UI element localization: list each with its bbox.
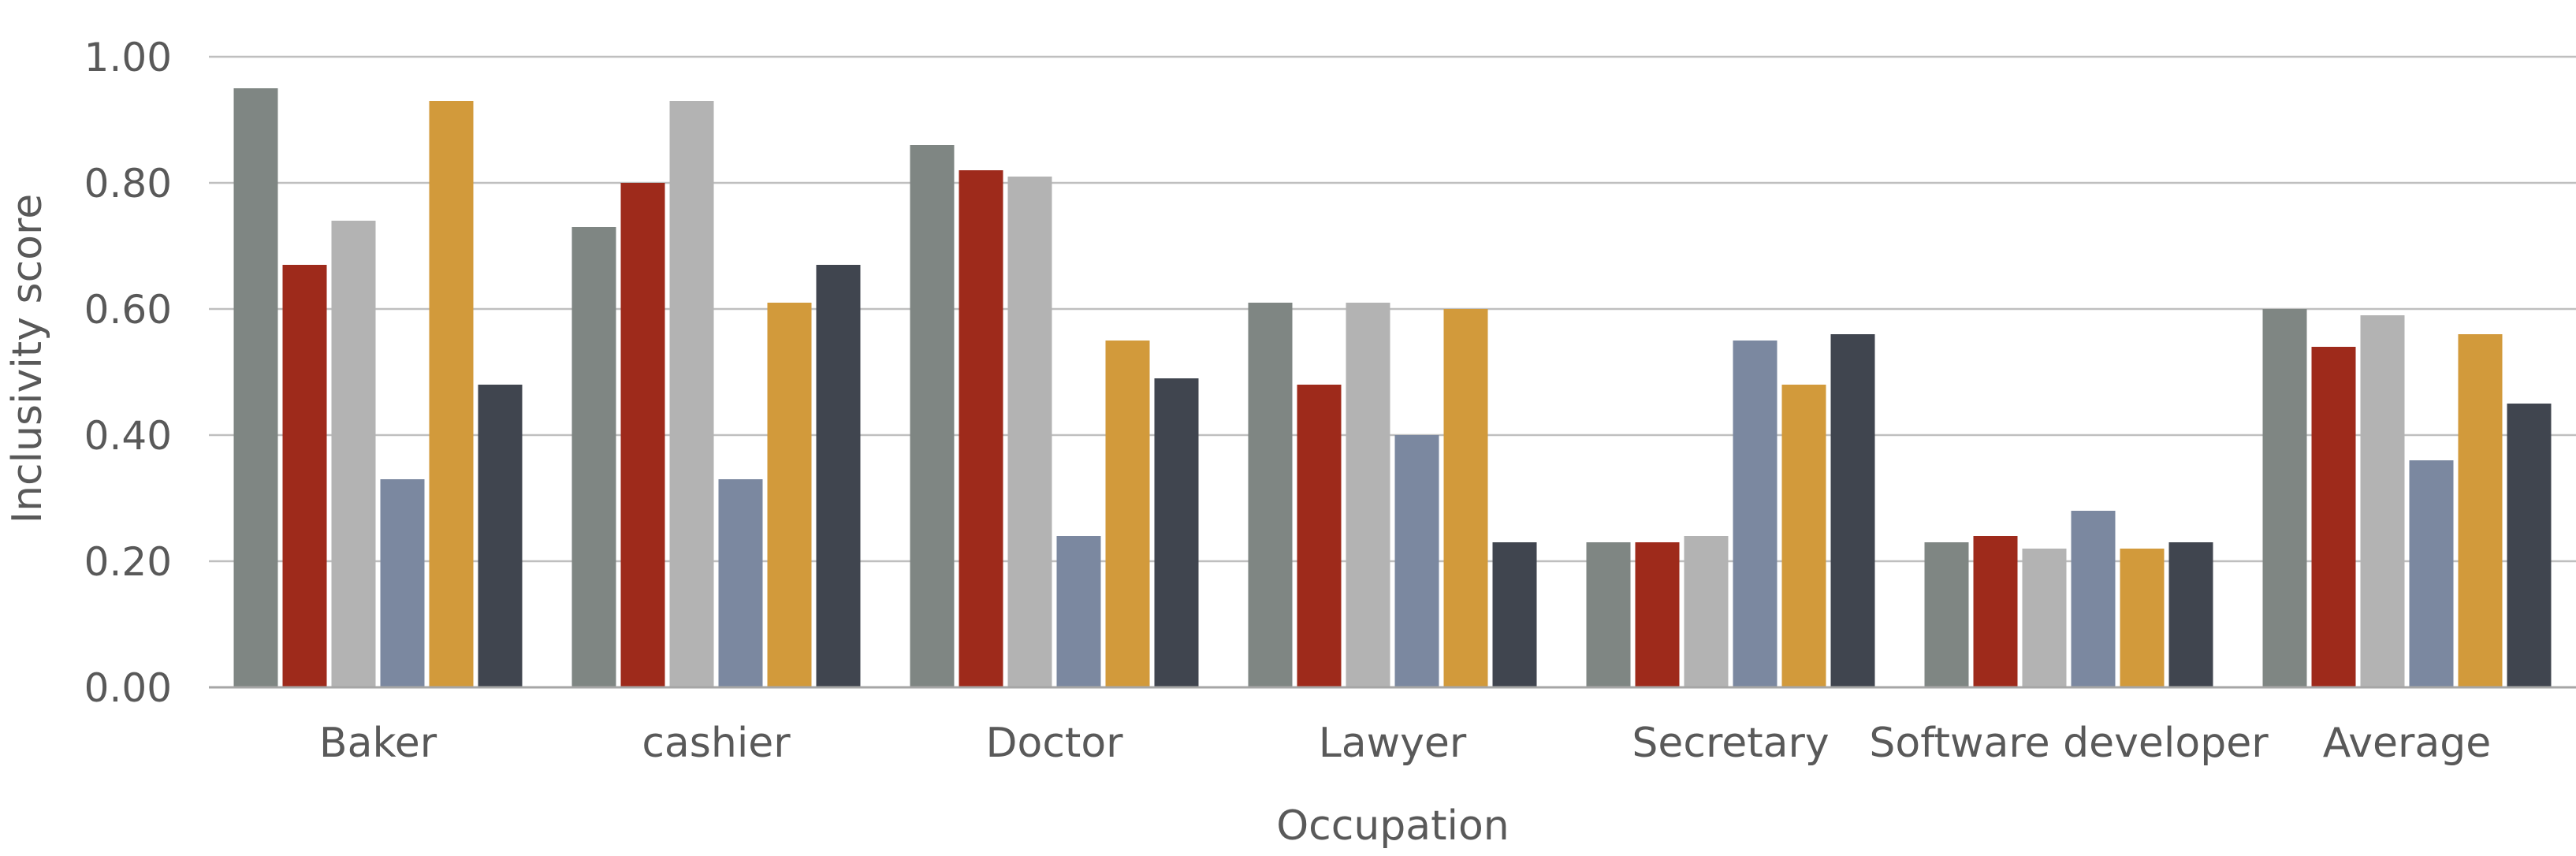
y-axis-title: Inclusivity score (4, 194, 51, 523)
bar-doctor-2 (959, 170, 1003, 687)
bar-software-developer-1 (1924, 542, 1969, 687)
bar-baker-6 (478, 385, 523, 687)
bar-cashier-1 (571, 227, 616, 687)
gridlines (209, 55, 2576, 563)
bar-average-1 (2262, 309, 2307, 687)
bar-lawyer-6 (1492, 542, 1537, 687)
bar-software-developer-2 (1973, 536, 2018, 687)
bar-baker-5 (429, 101, 474, 687)
bar-doctor-5 (1105, 341, 1150, 687)
bar-lawyer-3 (1346, 303, 1390, 687)
bar-baker-1 (233, 88, 278, 687)
bar-cashier-4 (718, 479, 763, 687)
y-tick-label: 0.00 (84, 665, 172, 711)
bar-cashier-6 (816, 265, 861, 687)
bar-software-developer-3 (2022, 549, 2067, 687)
bar-doctor-3 (1007, 177, 1052, 687)
bar-software-developer-5 (2120, 549, 2165, 687)
bar-baker-3 (331, 221, 376, 687)
x-axis-title: Occupation (1276, 802, 1509, 850)
x-category-label: Software developer (1869, 720, 2269, 767)
bar-lawyer-1 (1248, 303, 1293, 687)
bar-lawyer-2 (1297, 385, 1342, 687)
x-category-label: Lawyer (1319, 720, 1467, 767)
x-category-label: Doctor (985, 720, 1123, 767)
bar-secretary-3 (1684, 536, 1729, 687)
y-tick-label: 0.60 (84, 287, 172, 333)
bar-baker-4 (380, 479, 425, 687)
x-category-label: Average (2323, 720, 2492, 767)
bar-doctor-6 (1154, 378, 1199, 687)
y-tick-label: 0.80 (84, 161, 172, 207)
bar-secretary-5 (1781, 385, 1826, 687)
y-axis-ticks: 0.00 0.20 0.40 0.60 0.80 1.00 (84, 35, 172, 711)
bar-secretary-6 (1830, 334, 1875, 687)
bar-average-6 (2507, 404, 2552, 687)
bar-cashier-2 (620, 183, 665, 687)
bar-average-3 (2360, 315, 2405, 687)
y-tick-label: 0.20 (84, 539, 172, 585)
bar-cashier-5 (767, 303, 812, 687)
bar-doctor-1 (910, 145, 955, 687)
bar-lawyer-5 (1443, 309, 1488, 687)
bar-average-2 (2311, 347, 2356, 687)
bar-secretary-1 (1586, 542, 1631, 687)
x-axis-categories: Baker cashier Doctor Lawyer Secretary Softwar… (319, 720, 2491, 767)
bar-baker-2 (282, 265, 327, 687)
x-category-label: Secretary (1632, 720, 1829, 767)
bars (233, 88, 2552, 687)
bar-lawyer-4 (1394, 435, 1439, 687)
x-category-label: cashier (642, 720, 791, 767)
y-tick-label: 0.40 (84, 413, 172, 459)
bar-secretary-4 (1733, 341, 1778, 687)
x-category-label: Baker (319, 720, 437, 767)
bar-secretary-2 (1635, 542, 1680, 687)
bar-doctor-4 (1056, 536, 1101, 687)
bar-software-developer-6 (2168, 542, 2213, 687)
bar-software-developer-4 (2071, 511, 2116, 687)
bar-cashier-3 (669, 101, 714, 687)
y-tick-label: 1.00 (84, 35, 172, 80)
bar-average-5 (2458, 334, 2503, 687)
bar-average-4 (2409, 460, 2454, 687)
